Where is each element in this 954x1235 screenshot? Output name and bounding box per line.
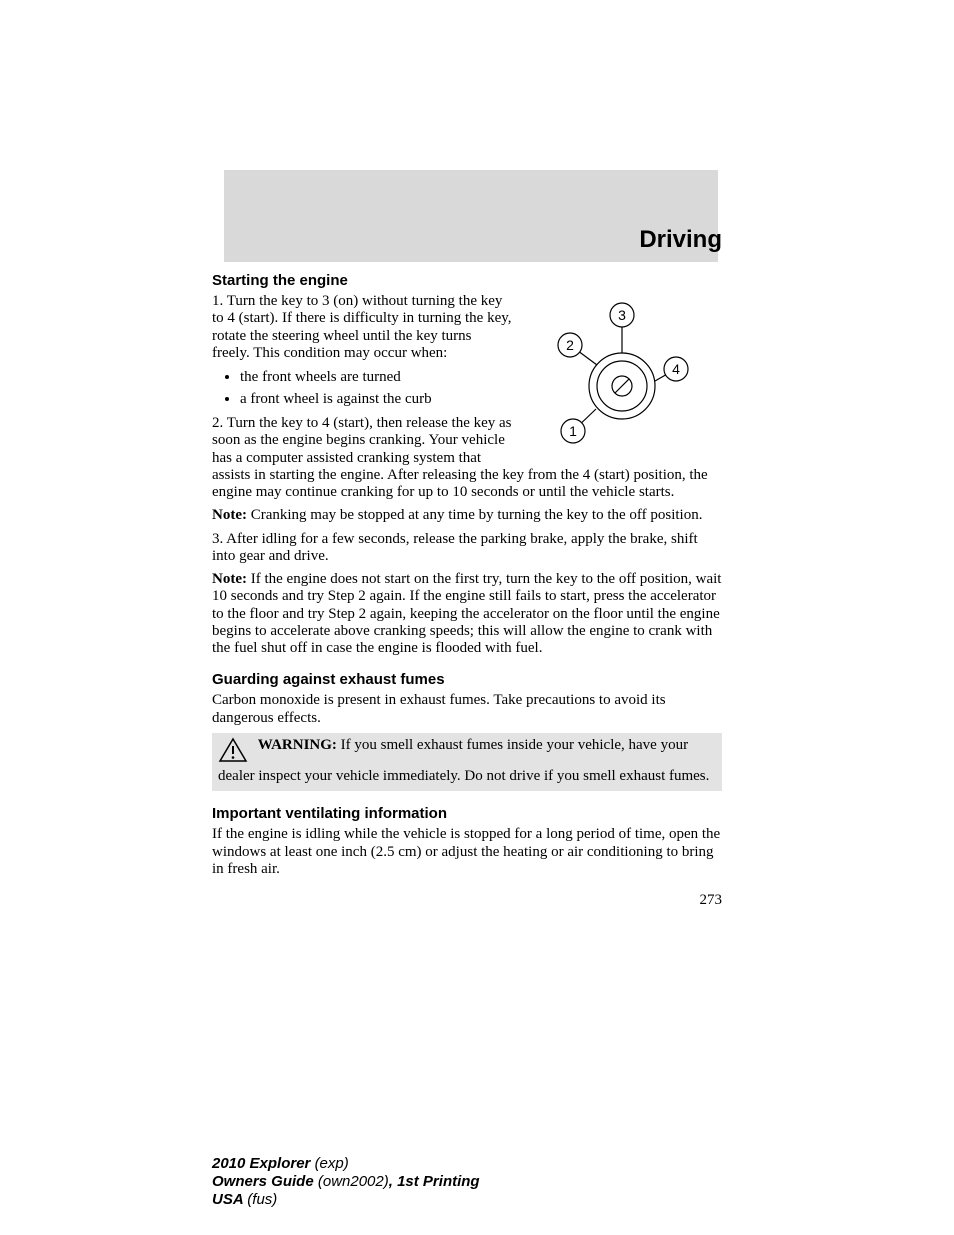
note1-text: Cranking may be stopped at any time by t… <box>247 507 702 523</box>
page: Driving Starting the engine 1 <box>0 0 954 1235</box>
warning-paragraph: WARNING: If you smell exhaust fumes insi… <box>218 737 716 786</box>
content-area: Driving Starting the engine 1 <box>212 226 722 915</box>
page-number: 273 <box>212 892 722 909</box>
svg-text:2: 2 <box>566 337 574 353</box>
footer-line1: 2010 Explorer (exp) <box>212 1155 480 1173</box>
footer-l3-bold: USA <box>212 1191 247 1208</box>
warning-label: WARNING: <box>258 737 337 753</box>
footer-l1-light: (exp) <box>315 1155 349 1172</box>
starting-p3: 3. After idling for a few seconds, relea… <box>212 531 722 566</box>
svg-text:3: 3 <box>618 307 626 323</box>
footer-l1-bold: 2010 Explorer <box>212 1155 315 1172</box>
ventilating-p1: If the engine is idling while the vehicl… <box>212 826 722 878</box>
starting-note2: Note: If the engine does not start on th… <box>212 571 722 657</box>
heading-ventilating: Important ventilating information <box>212 805 722 822</box>
footer-line2: Owners Guide (own2002), 1st Printing <box>212 1173 480 1191</box>
footer-line3: USA (fus) <box>212 1191 480 1209</box>
footer: 2010 Explorer (exp) Owners Guide (own200… <box>212 1155 480 1209</box>
section-title: Driving <box>212 226 722 254</box>
footer-l2-light: (own2002) <box>318 1173 389 1190</box>
heading-guarding: Guarding against exhaust fumes <box>212 671 722 688</box>
svg-text:4: 4 <box>672 361 680 377</box>
footer-l2-bold2: , 1st Printing <box>389 1173 480 1190</box>
guarding-p1: Carbon monoxide is present in exhaust fu… <box>212 692 722 727</box>
footer-l2-bold1: Owners Guide <box>212 1173 318 1190</box>
note2-text: If the engine does not start on the firs… <box>212 571 721 656</box>
warning-box: WARNING: If you smell exhaust fumes insi… <box>212 733 722 792</box>
note2-label: Note: <box>212 571 247 587</box>
starting-note1: Note: Cranking may be stopped at any tim… <box>212 507 722 524</box>
footer-l3-light: (fus) <box>247 1191 277 1208</box>
note1-label: Note: <box>212 507 247 523</box>
starting-block: 1 2 3 4 1. Turn the key to 3 (on) withou… <box>212 293 722 501</box>
heading-starting-engine: Starting the engine <box>212 272 722 289</box>
warning-icon <box>218 737 248 768</box>
key-position-diagram: 1 2 3 4 <box>522 293 722 458</box>
svg-text:1: 1 <box>569 423 577 439</box>
